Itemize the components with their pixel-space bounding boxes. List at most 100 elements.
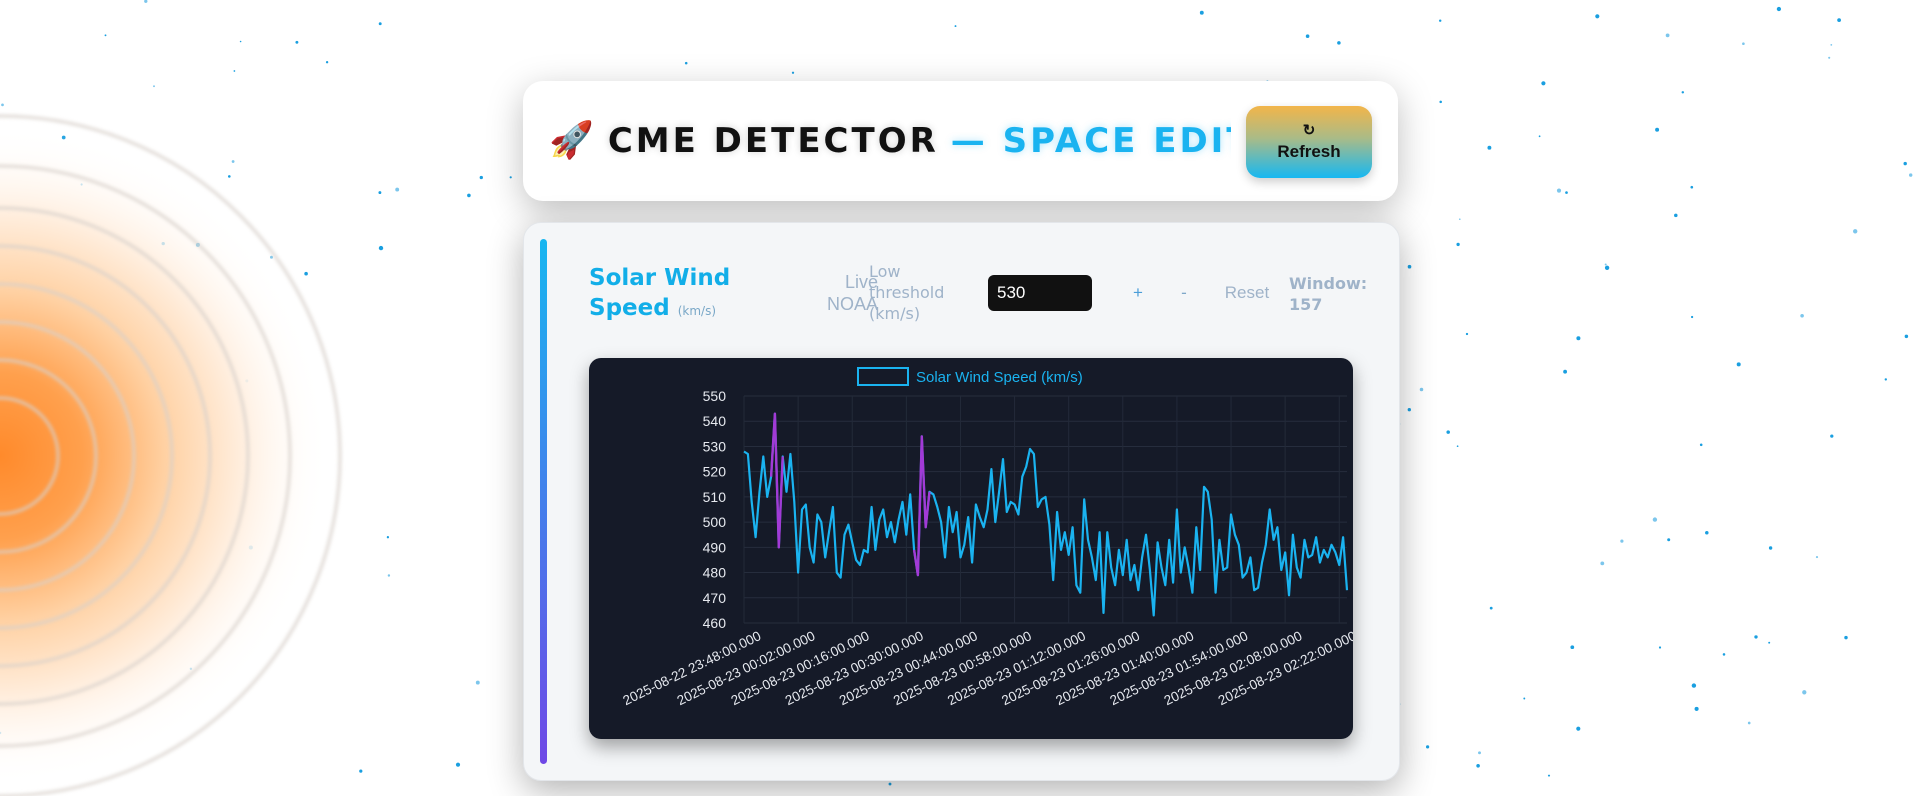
star-dot xyxy=(1199,10,1204,15)
star-dot xyxy=(1600,561,1605,566)
star-dot xyxy=(1830,434,1834,438)
star-dot xyxy=(1909,173,1913,177)
star-dot xyxy=(467,193,471,198)
star-dot xyxy=(1815,556,1819,559)
star-dot xyxy=(1837,18,1841,22)
star-dot xyxy=(1802,690,1807,695)
threshold-input[interactable] xyxy=(988,275,1092,311)
star-dot xyxy=(1595,14,1600,19)
star-dot xyxy=(1439,100,1442,104)
star-dot xyxy=(1570,645,1575,650)
y-tick-label: 550 xyxy=(703,388,727,404)
star-dot xyxy=(1620,539,1624,543)
star-dot xyxy=(1699,443,1703,447)
star-dot xyxy=(1556,188,1562,193)
star-dot xyxy=(1426,745,1430,749)
star-dot xyxy=(1736,362,1741,367)
panel-title-unit: (km/s) xyxy=(677,304,716,318)
accent-bar xyxy=(540,239,547,764)
header-card: 🚀 CME DETECTOR — SPACE EDITION ↻ Refresh xyxy=(523,81,1398,201)
y-tick-label: 460 xyxy=(703,615,727,631)
star-dot xyxy=(1903,161,1907,166)
star-dot xyxy=(1476,764,1480,768)
star-dot xyxy=(1904,334,1909,339)
reset-button[interactable]: Reset xyxy=(1212,278,1282,308)
anomaly-segment xyxy=(769,412,784,549)
star-dot xyxy=(1456,242,1460,247)
star-dot xyxy=(1828,56,1831,59)
anomaly-segment xyxy=(912,435,931,577)
star-dot xyxy=(1456,445,1459,448)
star-dot xyxy=(684,61,688,65)
title-clip: 🚀 CME DETECTOR — SPACE EDITION xyxy=(523,81,1231,201)
star-dot xyxy=(1722,653,1726,656)
star-dot xyxy=(1465,332,1469,336)
chart-svg: 5505405305205105004904804704602025-08-22… xyxy=(620,367,1353,708)
star-dot xyxy=(1489,606,1493,610)
refresh-label: Refresh xyxy=(1277,141,1341,161)
refresh-button[interactable]: ↻ Refresh xyxy=(1246,106,1372,178)
star-dot xyxy=(1844,635,1848,640)
star-dot xyxy=(791,71,795,74)
star-dot xyxy=(1446,430,1450,434)
star-dot xyxy=(1478,751,1481,755)
star-dot xyxy=(1776,6,1782,12)
star-dot xyxy=(1667,538,1671,542)
star-dot xyxy=(475,680,480,685)
star-dot xyxy=(1565,191,1568,194)
star-dot xyxy=(1768,641,1771,644)
star-dot xyxy=(1674,213,1678,218)
star-dot xyxy=(1690,185,1694,189)
star-dot xyxy=(1604,265,1610,270)
star-dot xyxy=(1438,19,1442,22)
title-main: CME DETECTOR xyxy=(607,121,939,161)
y-tick-label: 510 xyxy=(703,489,727,505)
y-tick-label: 530 xyxy=(703,438,727,454)
star-dot xyxy=(1652,517,1658,522)
star-dot xyxy=(1541,81,1546,86)
y-tick-label: 480 xyxy=(703,565,727,581)
rocket-icon: 🚀 xyxy=(549,120,594,161)
y-tick-label: 520 xyxy=(703,464,727,480)
star-dot xyxy=(1487,145,1492,150)
star-dot xyxy=(954,25,957,28)
star-dot xyxy=(1830,43,1833,46)
increase-threshold-button[interactable]: + xyxy=(1121,278,1155,308)
decrease-threshold-button[interactable]: - xyxy=(1167,278,1201,308)
panel-title-text: Solar Wind Speed xyxy=(589,265,731,321)
star-dot xyxy=(888,782,892,786)
series-line xyxy=(743,412,1349,617)
window-size-label: Window: 157 xyxy=(1289,274,1368,314)
y-tick-label: 540 xyxy=(703,413,727,429)
star-dot xyxy=(1563,369,1568,374)
legend-swatch xyxy=(857,367,909,386)
star-dot xyxy=(1407,264,1412,269)
star-dot xyxy=(1407,408,1411,412)
star-dot xyxy=(1768,546,1773,550)
star-dot xyxy=(1655,127,1660,132)
solar-wind-panel: Solar Wind Speed (km/s) Live NOAA Low thr… xyxy=(523,222,1400,781)
star-dot xyxy=(1681,91,1685,94)
star-dot xyxy=(1305,34,1310,38)
star-dot xyxy=(1458,218,1461,221)
star-dot xyxy=(1538,135,1541,138)
star-dot xyxy=(1853,229,1858,234)
star-dot xyxy=(1604,263,1607,266)
star-dot xyxy=(1419,387,1424,392)
panel-title: Solar Wind Speed (km/s) xyxy=(589,263,759,326)
star-dot xyxy=(1576,726,1581,731)
star-dot xyxy=(1523,697,1526,700)
star-dot xyxy=(1705,531,1709,535)
star-dot xyxy=(1800,314,1804,318)
star-dot xyxy=(479,175,483,180)
star-dot xyxy=(1665,33,1670,38)
star-dot xyxy=(1742,42,1745,46)
star-dot xyxy=(1694,706,1699,711)
refresh-icon: ↻ xyxy=(1302,121,1316,139)
star-dot xyxy=(1691,683,1697,688)
star-dot xyxy=(455,762,461,767)
live-noaa-label: Live NOAA xyxy=(826,272,878,314)
app-title: 🚀 CME DETECTOR — SPACE EDITION xyxy=(549,109,1231,173)
threshold-label: Low threshold (km/s) xyxy=(869,262,945,323)
star-dot xyxy=(509,176,512,179)
